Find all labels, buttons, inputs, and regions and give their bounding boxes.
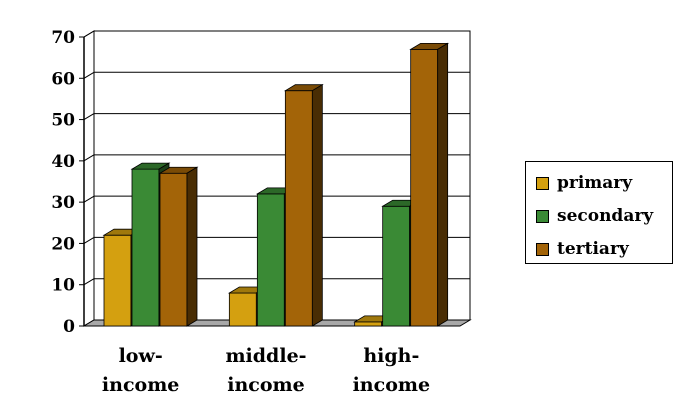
y-tick-label-20: 20 [51, 234, 75, 254]
bar-front-tertiary-1 [284, 90, 313, 327]
x-category-label-0-0: low- [119, 345, 163, 367]
label-layer: 0 10 20 30 40 50 60 70 low-income middle-income hi… [51, 28, 430, 396]
y-tick-label-60: 60 [51, 69, 75, 89]
legend-label-primary: primary [557, 173, 633, 193]
bar-tertiary-2 [409, 42, 450, 327]
y-tick-label-30: 30 [51, 193, 75, 213]
gridline-side-70 [83, 30, 95, 38]
bar-tertiary-1 [283, 83, 324, 327]
x-category-label-2-1: income [353, 374, 430, 396]
bar-front-tertiary-0 [159, 172, 188, 327]
bar-front-tertiary-2 [410, 48, 439, 327]
legend-label-tertiary: tertiary [557, 239, 629, 259]
bar-front-secondary-1 [256, 193, 285, 327]
bar-side-tertiary-1 [311, 83, 323, 327]
x-category-label-2-0: high- [363, 345, 419, 367]
legend-item-tertiary: tertiary [536, 237, 629, 261]
bar-side-tertiary-0 [186, 166, 198, 327]
legend-swatch-tertiary [536, 242, 549, 256]
legend-swatch-primary [536, 176, 549, 190]
gridline-side-40 [83, 154, 95, 162]
gridline-side-30 [83, 195, 95, 203]
bar-front-primary-1 [228, 292, 257, 327]
x-category-label-1-0: middle- [225, 345, 306, 367]
y-tick-label-70: 70 [51, 28, 75, 48]
bar-front-secondary-2 [382, 205, 411, 327]
y-tick-label-0: 0 [63, 317, 75, 337]
legend-swatch-secondary [536, 209, 549, 223]
legend-item-primary: primary [536, 171, 632, 195]
legend-label-secondary: secondary [557, 206, 654, 226]
legend: primary secondary tertiary [525, 161, 673, 264]
gridline-side-50 [83, 113, 95, 121]
gridline-side-60 [83, 71, 95, 79]
bar-front-secondary-0 [131, 168, 160, 327]
y-tick-label-40: 40 [51, 152, 75, 172]
bars-layer [102, 42, 450, 327]
y-tick-label-50: 50 [51, 111, 75, 131]
legend-item-secondary: secondary [536, 204, 653, 228]
bar-tertiary-0 [158, 166, 199, 327]
x-category-label-1-1: income [227, 374, 304, 396]
x-category-label-0-1: income [102, 374, 179, 396]
bar-front-primary-0 [103, 234, 132, 327]
y-tick-label-10: 10 [51, 276, 75, 296]
gridline-side-10 [83, 278, 95, 286]
gridline-side-20 [83, 236, 95, 244]
bar-side-tertiary-2 [437, 42, 449, 327]
bar-front-primary-2 [354, 321, 383, 327]
